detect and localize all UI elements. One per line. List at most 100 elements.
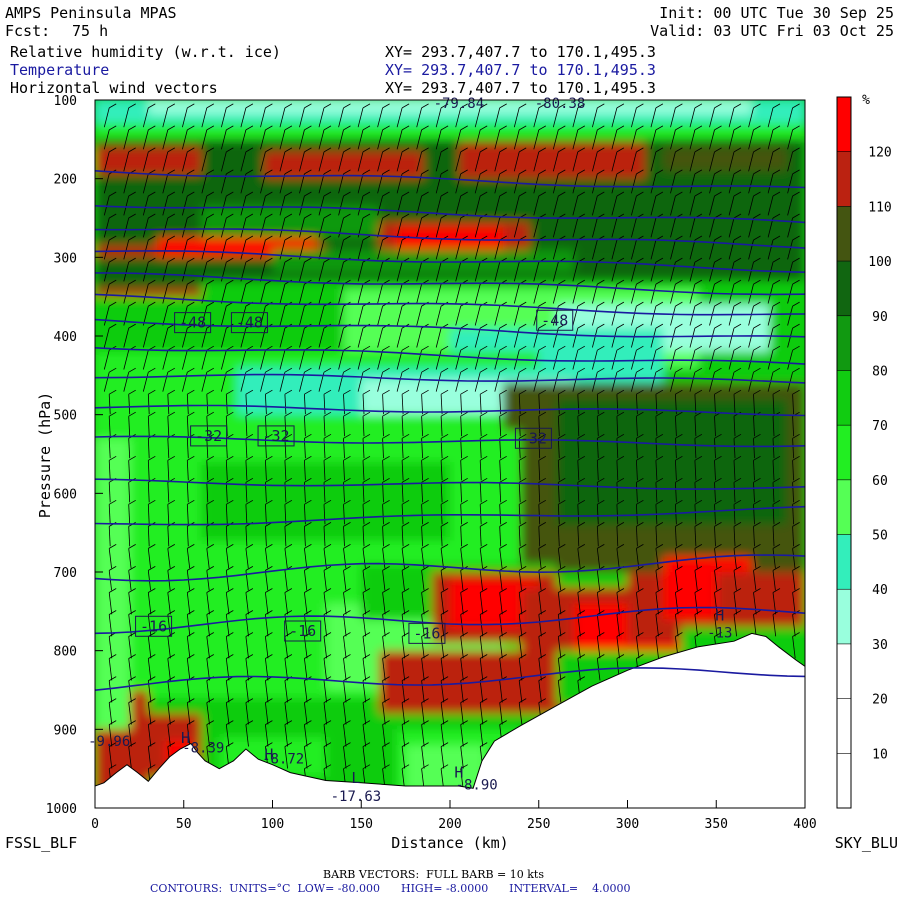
wind-barb-flag [284, 103, 293, 109]
wind-barb-flag [440, 720, 449, 725]
wind-barb-flag [206, 654, 214, 659]
wind-barb-flag [597, 301, 605, 307]
isotherm [95, 170, 805, 189]
wind-barb [557, 680, 562, 703]
wind-barb [455, 306, 462, 326]
wind-barb-flag [538, 433, 546, 439]
wind-barb-flag [519, 698, 527, 703]
wind-barb [592, 217, 598, 238]
wind-barb-flag [538, 654, 546, 659]
wind-barb-flag [167, 103, 175, 109]
wind-barb [221, 306, 227, 326]
wind-barb-flag [597, 323, 605, 329]
colorbar-label: 80 [872, 364, 888, 379]
wind-barb [631, 372, 637, 392]
wind-barb [142, 328, 149, 348]
wind-barb-flag [694, 191, 703, 197]
wind-barb [455, 151, 462, 172]
wind-barb-flag [323, 433, 332, 439]
wind-barb-flag [148, 103, 156, 109]
wind-barb [142, 261, 149, 282]
wind-barb [142, 350, 149, 370]
wind-barb-flag [616, 191, 625, 197]
wind-barb-flag [792, 301, 800, 307]
wind-barb [538, 548, 542, 569]
wind-barb [206, 614, 210, 637]
wind-barb [265, 460, 267, 481]
wind-barb-flag [675, 147, 683, 153]
wind-barb [748, 151, 754, 172]
wind-barb-flag [421, 676, 429, 681]
wind-barb-flag [401, 213, 410, 219]
rh-blob [95, 438, 131, 730]
wind-barb [396, 217, 403, 238]
wind-barb [382, 482, 384, 503]
wind-barb-flag [616, 411, 625, 417]
wind-barb-flag [226, 345, 234, 351]
wind-barb [318, 261, 325, 282]
wind-barb-flag [245, 433, 254, 439]
wind-barb [748, 372, 754, 392]
wind-barb-flag [401, 191, 410, 197]
wind-barb-flag [714, 301, 722, 307]
wind-barb-flag [558, 301, 566, 307]
wind-barb [318, 195, 325, 216]
wind-barb-flag [519, 367, 527, 373]
wind-barb-flag [245, 411, 254, 417]
wind-barb-flag [343, 742, 351, 747]
wind-barb [343, 746, 347, 769]
wind-barb [455, 173, 462, 194]
wind-barb [636, 614, 640, 637]
wind-barb [377, 306, 383, 326]
wind-barb-flag [772, 301, 781, 307]
wind-barb [162, 151, 169, 172]
wind-barb-flag [636, 147, 644, 153]
wind-barb-flag [675, 169, 683, 175]
wind-barb-flag [694, 544, 703, 549]
wind-barb [318, 129, 325, 150]
colorbar-label: 120 [868, 146, 891, 161]
wind-barb-flag [187, 367, 195, 373]
wind-barb [265, 680, 269, 703]
wind-barb [382, 614, 386, 637]
wind-barb [338, 328, 344, 348]
wind-barb [206, 680, 210, 703]
wind-barb [440, 460, 443, 481]
wind-barb [572, 239, 579, 260]
wind-barb-flag [499, 191, 507, 197]
wind-barb [533, 195, 540, 216]
wind-barb [338, 173, 344, 194]
wind-barb-flag [284, 257, 293, 263]
wind-barb [416, 262, 422, 282]
wind-barb [611, 195, 618, 216]
wind-barb [377, 239, 383, 260]
wind-barb-flag [714, 279, 722, 285]
wind-barb-flag [577, 610, 585, 615]
wind-barb [792, 482, 794, 503]
wind-barb [206, 460, 209, 481]
wind-barb-flag [128, 411, 136, 417]
wind-barb [689, 328, 696, 348]
wind-barb [675, 570, 679, 591]
wind-barb-flag [206, 544, 214, 549]
wind-barb [362, 548, 366, 569]
wind-barb-flag [636, 588, 644, 593]
wind-barb-flag [753, 147, 761, 153]
extrema-label: -17.63 [331, 789, 382, 805]
wind-barb-flag [362, 477, 371, 483]
wind-barb [265, 548, 269, 569]
wind-barb-flag [538, 367, 546, 373]
wind-barb-flag [343, 345, 351, 351]
wind-barb-flag [148, 654, 156, 659]
wind-barb-flag [519, 499, 527, 505]
wind-barb-flag [792, 169, 800, 175]
wind-barb-flag [284, 632, 293, 637]
wind-barb-flag [362, 742, 371, 747]
wind-barb [225, 636, 230, 659]
wind-barb-flag [440, 169, 449, 175]
wind-barb [533, 284, 540, 304]
wind-barb-flag [675, 235, 683, 241]
wind-barb-flag [109, 147, 117, 153]
wind-barb-flag [362, 235, 371, 241]
